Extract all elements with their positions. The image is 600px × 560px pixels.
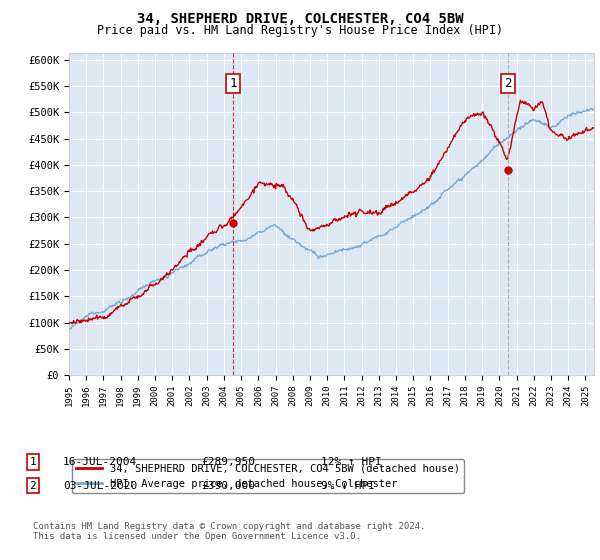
Text: Price paid vs. HM Land Registry's House Price Index (HPI): Price paid vs. HM Land Registry's House … (97, 24, 503, 36)
Text: Contains HM Land Registry data © Crown copyright and database right 2024.
This d: Contains HM Land Registry data © Crown c… (33, 522, 425, 542)
Text: 1: 1 (229, 77, 237, 90)
Text: 1: 1 (29, 457, 37, 467)
Legend: 34, SHEPHERD DRIVE, COLCHESTER, CO4 5BW (detached house), HPI: Average price, de: 34, SHEPHERD DRIVE, COLCHESTER, CO4 5BW … (71, 459, 464, 493)
Text: 2: 2 (504, 77, 512, 90)
Text: 16-JUL-2004: 16-JUL-2004 (63, 457, 137, 467)
Text: £390,000: £390,000 (201, 480, 255, 491)
Text: £289,950: £289,950 (201, 457, 255, 467)
Text: 03-JUL-2020: 03-JUL-2020 (63, 480, 137, 491)
Text: 34, SHEPHERD DRIVE, COLCHESTER, CO4 5BW: 34, SHEPHERD DRIVE, COLCHESTER, CO4 5BW (137, 12, 463, 26)
Text: 12% ↑ HPI: 12% ↑ HPI (321, 457, 382, 467)
Text: 2: 2 (29, 480, 37, 491)
Text: 9% ↓ HPI: 9% ↓ HPI (321, 480, 375, 491)
